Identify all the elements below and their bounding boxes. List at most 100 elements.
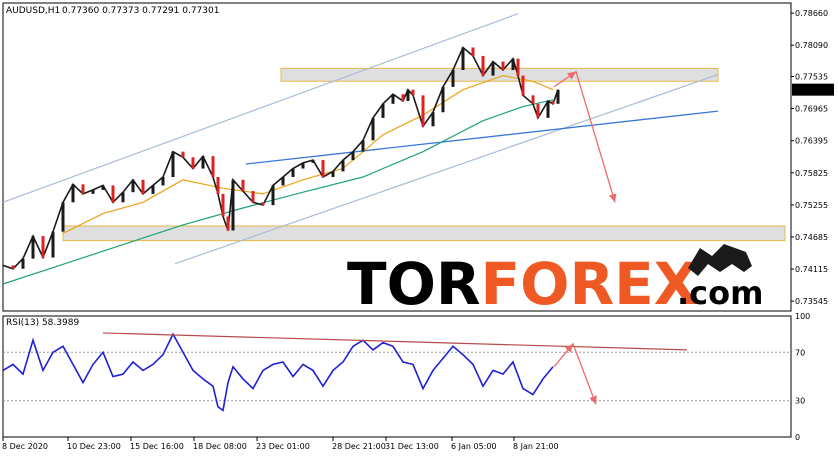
x-tick-label: 31 Dec 13:00 xyxy=(385,442,439,451)
x-tick-label: 28 Dec 21:00 xyxy=(332,442,386,451)
price-candle xyxy=(111,185,115,203)
price-candle xyxy=(191,157,195,169)
rsi-level-label: 100 xyxy=(795,312,810,321)
x-tick-label: 18 Dec 08:00 xyxy=(193,442,247,451)
forecast-arrowhead-up xyxy=(567,71,576,80)
price-candle xyxy=(461,47,465,71)
forecast-arrow-line xyxy=(553,70,616,203)
y-tick-label: 0.78090 xyxy=(795,41,828,50)
price-candle xyxy=(501,61,505,71)
price-candle xyxy=(81,184,85,194)
price-candle xyxy=(241,179,245,192)
price-candle xyxy=(511,58,515,71)
ma-slow-line xyxy=(2,99,554,285)
bull-bear-logo-icon xyxy=(688,244,752,276)
price-candle xyxy=(291,168,295,177)
price-candle xyxy=(261,202,265,206)
y-tick-label: 0.76395 xyxy=(795,137,828,146)
trend-line xyxy=(245,110,719,165)
price-candle xyxy=(361,140,365,152)
price-candle xyxy=(21,258,25,269)
price-candle xyxy=(391,94,395,104)
watermark-dotcom: .com xyxy=(677,274,763,312)
price-candle xyxy=(546,100,550,118)
rsi-forecast-line xyxy=(553,342,597,405)
price-candle xyxy=(131,179,135,193)
watermark-forex: FOREX xyxy=(481,250,699,318)
price-panel-frame xyxy=(2,2,792,312)
y-tick-label: 0.74685 xyxy=(795,233,828,242)
price-candle xyxy=(431,112,435,127)
y-tick-label: 0.76965 xyxy=(795,105,828,114)
price-candle xyxy=(406,89,410,101)
price-candle xyxy=(51,231,55,258)
price-candle xyxy=(41,236,45,258)
ohlc-header: 0.77360 0.77373 0.77291 0.77301 xyxy=(62,6,219,16)
zone-resistance xyxy=(280,67,719,82)
price-candle xyxy=(531,95,535,104)
price-candle xyxy=(231,179,235,231)
channel-lower-line xyxy=(174,73,719,265)
price-candle xyxy=(441,86,445,113)
price-candle xyxy=(371,117,375,141)
price-candle xyxy=(11,265,15,269)
price-candle xyxy=(281,176,285,186)
x-tick-label: 8 Jan 21:00 xyxy=(513,442,559,451)
price-candle xyxy=(401,94,405,101)
price-candle xyxy=(91,189,95,194)
y-tick-label: 0.73545 xyxy=(795,297,828,306)
price-candle xyxy=(411,89,415,96)
price-candle xyxy=(471,47,475,56)
price-candle xyxy=(101,185,105,190)
rsi-label: RSI(13) 58.3989 xyxy=(6,318,79,328)
price-candle xyxy=(31,236,35,259)
price-candle xyxy=(321,160,325,177)
price-candle xyxy=(451,70,455,87)
price-candle xyxy=(221,193,225,217)
price-candle xyxy=(516,58,520,76)
watermark-logo-text: TORFOREX xyxy=(347,250,698,318)
price-candle xyxy=(161,176,165,186)
price-line xyxy=(2,46,559,270)
channel-upper-line xyxy=(2,13,519,203)
price-candle xyxy=(551,100,555,104)
current-price-box xyxy=(792,83,834,96)
rsi-level-label: 0 xyxy=(795,433,800,442)
y-tick-label: 0.74115 xyxy=(795,265,828,274)
price-candle xyxy=(211,156,215,177)
y-tick-label: 0.77535 xyxy=(795,72,828,81)
price-candle xyxy=(216,176,220,194)
price-candle xyxy=(171,151,175,177)
forecast-arrowhead-down xyxy=(608,193,617,203)
price-candle xyxy=(556,89,560,104)
price-candle xyxy=(521,75,525,96)
price-candle xyxy=(141,179,145,194)
price-candle xyxy=(181,151,185,158)
x-tick-label: 10 Dec 23:00 xyxy=(67,442,121,451)
x-tick-label: 8 Dec 2020 xyxy=(2,442,48,451)
price-candle xyxy=(331,171,335,177)
price-candle xyxy=(71,184,75,203)
price-candle xyxy=(536,103,540,118)
rsi-level-label: 30 xyxy=(795,397,805,406)
rsi-level-label: 70 xyxy=(795,348,805,357)
price-candle xyxy=(381,103,385,118)
current-price-label: 0.77301 xyxy=(795,86,828,95)
price-candle xyxy=(61,202,65,232)
x-tick-label: 15 Dec 16:00 xyxy=(130,442,184,451)
price-candle xyxy=(226,216,230,231)
price-candle xyxy=(151,185,155,194)
rsi-line xyxy=(2,332,554,412)
price-candle xyxy=(251,191,255,203)
price-candle xyxy=(491,61,495,76)
rsi-panel-frame xyxy=(2,315,792,438)
price-candle xyxy=(311,160,315,163)
watermark-tor: TOR xyxy=(347,250,481,318)
symbol-header: AUDUSD,H1 xyxy=(6,6,60,16)
rsi-trend-line xyxy=(102,332,688,351)
price-candle xyxy=(301,162,305,169)
y-tick-label: 0.75255 xyxy=(795,201,828,210)
x-tick-label: 6 Jan 05:00 xyxy=(451,442,497,451)
